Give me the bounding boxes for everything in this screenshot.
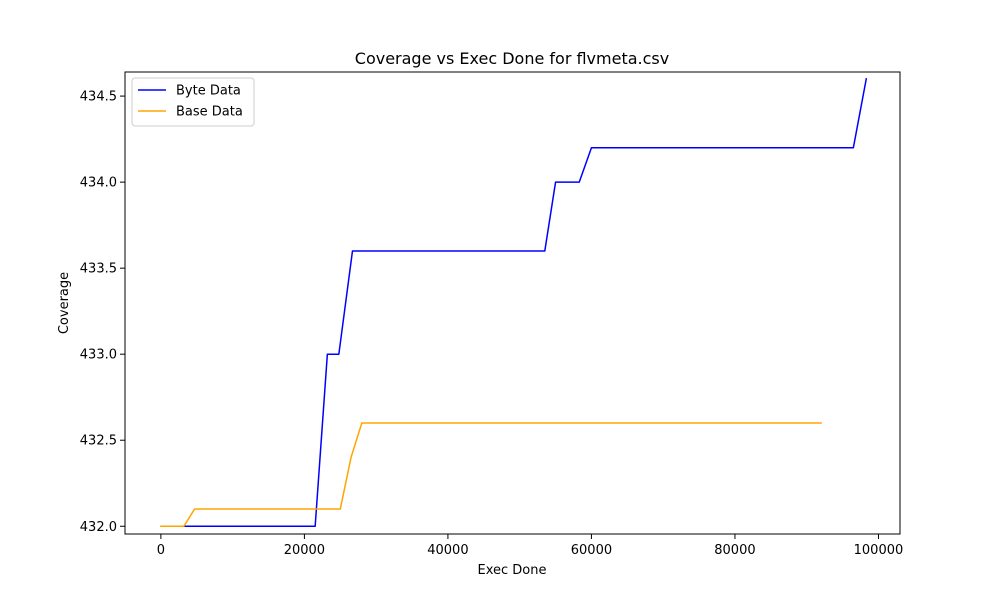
legend-label: Byte Data: [176, 84, 241, 99]
x-tick-label: 0: [157, 543, 165, 558]
x-tick-label: 100000: [854, 543, 904, 558]
legend: Byte Data Base Data: [131, 77, 255, 127]
y-axis-label: Coverage: [57, 272, 72, 334]
plot-frame: [124, 71, 901, 535]
x-axis-label: Exec Done: [478, 563, 547, 578]
y-tick-label: 434.0: [80, 176, 117, 191]
y-tick-label: 432.5: [80, 434, 117, 449]
chart-title: Coverage vs Exec Done for flvmeta.csv: [355, 49, 669, 68]
x-axis: 0 20000 40000 60000 80000 100000: [157, 534, 904, 558]
y-tick-label: 432.0: [80, 520, 117, 535]
series-line-byte-data: [183, 78, 868, 528]
legend-label: Base Data: [176, 105, 243, 120]
x-tick-label: 80000: [714, 543, 755, 558]
y-tick-label: 433.0: [80, 348, 117, 363]
x-tick-label: 20000: [284, 543, 325, 558]
y-axis: 432.0 432.5 433.0 433.5 434.0 434.5: [80, 90, 125, 535]
series-line-base-data: [160, 422, 822, 528]
plot-lines: [160, 78, 868, 528]
x-tick-label: 40000: [427, 543, 468, 558]
x-tick-label: 60000: [571, 543, 612, 558]
y-tick-label: 434.5: [80, 90, 117, 105]
y-tick-label: 433.5: [80, 262, 117, 277]
